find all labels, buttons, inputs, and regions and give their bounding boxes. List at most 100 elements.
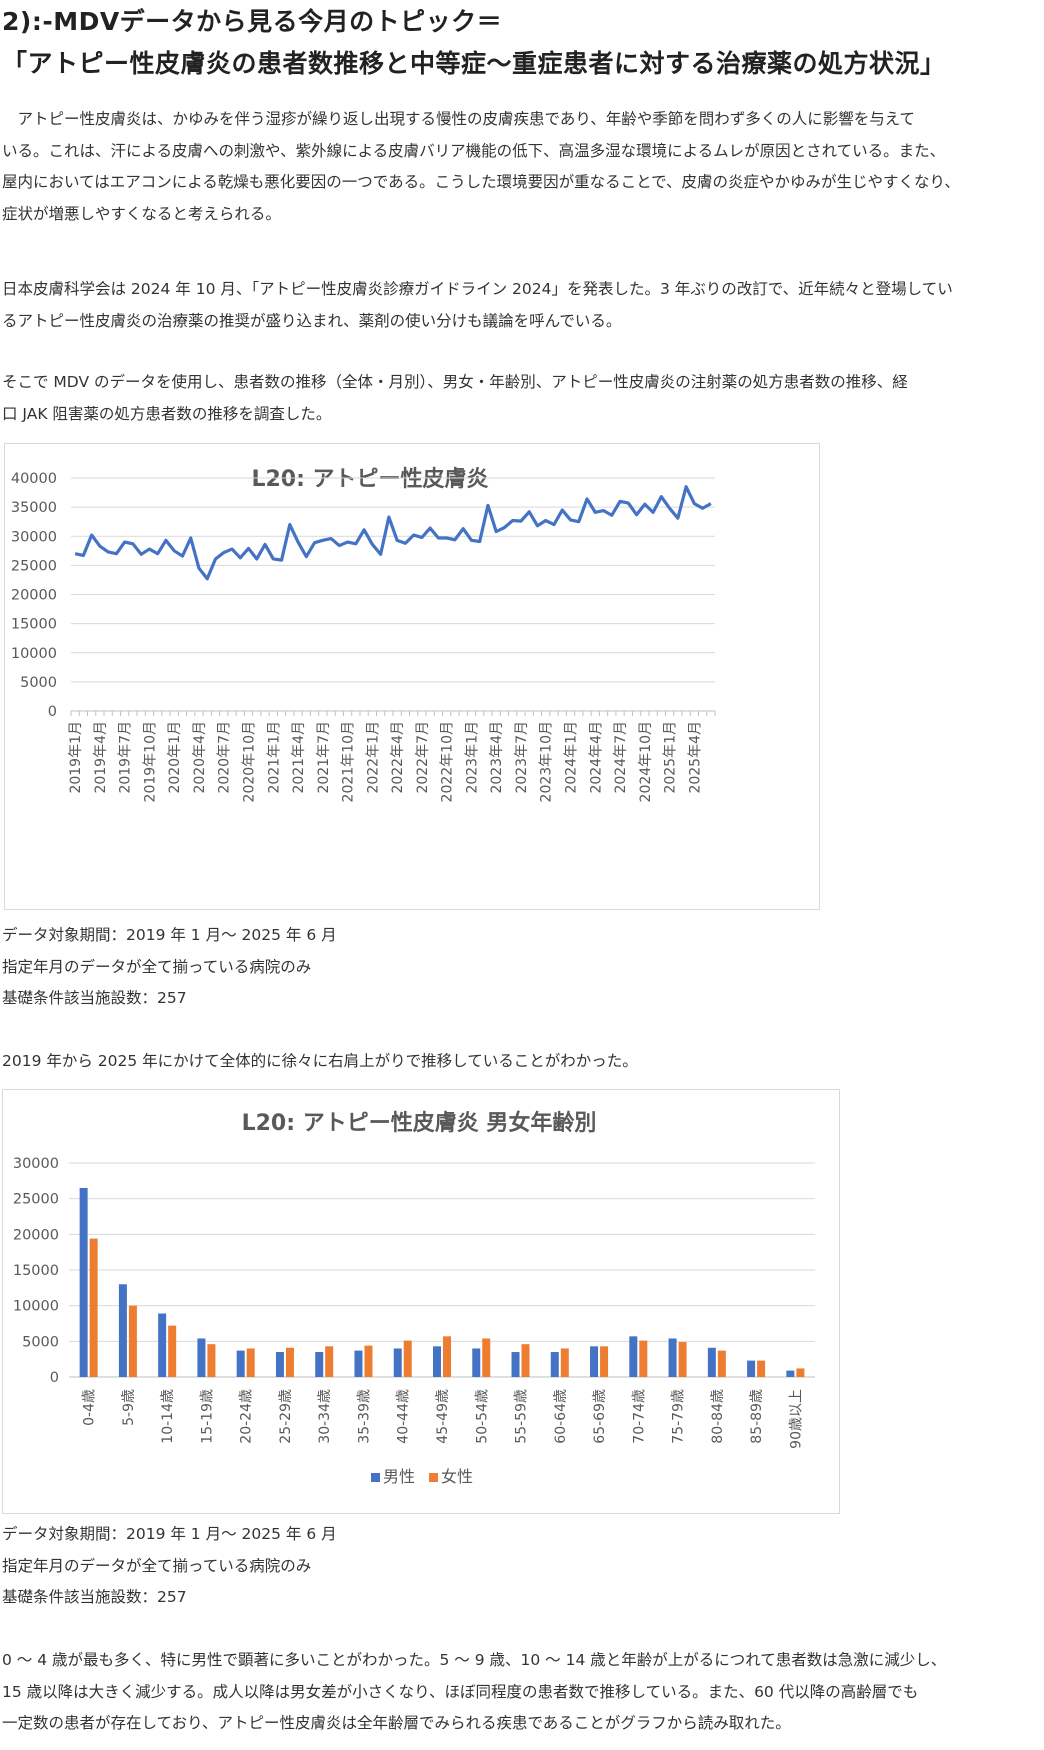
bar (325, 1346, 334, 1377)
data-point (463, 528, 464, 529)
x-tick-label: 65-69歳 (592, 1389, 608, 1444)
data-point (570, 519, 571, 520)
bar (246, 1348, 255, 1377)
data-point (421, 537, 422, 538)
data-point (603, 510, 604, 511)
data-point (132, 543, 133, 544)
intro-line: 日本皮膚科学会は 2024 年 10 月、「アトピー性皮膚炎診療ガイドライン 2… (2, 280, 953, 298)
line-chart: L20: アトピー性皮膚炎 0 5000 10000 15000 20000 25000 30… (11, 466, 716, 802)
intro-line: るアトピー性皮膚炎の治療薬の推奨が盛り込まれ、薬剤の使い分けも議論を呼んでいる。 (2, 311, 622, 330)
data-point (314, 542, 315, 543)
y-tick-label: 40000 (11, 471, 57, 487)
data-point (182, 556, 183, 557)
data-point (232, 549, 233, 550)
x-tick-label: 5-9歳 (121, 1389, 137, 1426)
x-tick-label: 25-29歳 (278, 1389, 294, 1444)
x-tick-label: 2021年10月 (341, 721, 357, 802)
data-point (108, 551, 109, 552)
bar (364, 1345, 373, 1377)
data-point (397, 540, 398, 541)
note-line: 基礎条件該当施設数：257 (2, 989, 187, 1007)
intro-line: 口 JAK 阻害薬の処方患者数の推移を調査した。 (2, 404, 332, 423)
x-tick-label: 2021年7月 (316, 721, 332, 794)
data-point (471, 540, 472, 541)
x-tick-label: 45-49歳 (435, 1389, 451, 1444)
x-tick-label: 2020年7月 (217, 721, 233, 794)
bar (79, 1187, 88, 1377)
y-tick-label: 25000 (11, 558, 57, 574)
x-tick-label: 2022年4月 (390, 721, 406, 794)
data-point (388, 517, 389, 518)
y-tick-label: 15000 (11, 617, 57, 633)
data-point (487, 505, 488, 506)
bar (197, 1338, 206, 1377)
x-tick-label: 85-89歳 (749, 1389, 765, 1444)
data-point (405, 543, 406, 544)
x-tick-label: 2024年1月 (564, 721, 580, 794)
data-point (281, 560, 282, 561)
data-point (91, 535, 92, 536)
x-tick-label: 15-19歳 (199, 1389, 215, 1444)
data-point (355, 543, 356, 544)
note-line: データ対象期間：2019 年 1 月〜 2025 年 6 月 (2, 926, 337, 944)
bar (678, 1342, 687, 1377)
x-tick-label: 2023年1月 (464, 721, 480, 794)
intro-line: アトピー性皮膚炎は、かゆみを伴う湿疹が繰り返し出現する慢性の皮膚疾患であり、年齢… (2, 110, 915, 128)
bar (285, 1347, 294, 1377)
x-tick-label: 2023年10月 (539, 721, 555, 802)
data-point (256, 558, 257, 559)
data-point (273, 558, 274, 559)
data-point (207, 578, 208, 579)
bar (757, 1360, 766, 1377)
y-tick-label: 5000 (20, 675, 57, 691)
data-point (413, 535, 414, 536)
bar (207, 1344, 216, 1377)
x-tick-label: 90歳以上 (788, 1389, 804, 1449)
data-point (99, 546, 100, 547)
data-point (661, 496, 662, 497)
y-tick-label: 25000 (13, 1192, 59, 1208)
bar (668, 1338, 677, 1377)
x-tick-label: 2019年4月 (93, 721, 109, 794)
x-tick-label: 2019年1月 (68, 721, 84, 794)
data-point (554, 524, 555, 525)
y-tick-label: 5000 (22, 1334, 59, 1350)
intro-line: そこで MDV のデータを使用し、患者数の推移（全体・月別）、男女・年齢別、アト… (2, 373, 908, 391)
bar (707, 1347, 716, 1377)
y-tick-label: 15000 (13, 1263, 59, 1279)
data-point (372, 544, 373, 545)
x-tick-label: 2022年10月 (440, 721, 456, 802)
note-line: 指定年月のデータが全て揃っている病院のみ (2, 1556, 312, 1575)
bar (717, 1350, 726, 1377)
data-point (116, 553, 117, 554)
data-point (520, 521, 521, 522)
section-heading-line2: 「アトピー性皮膚炎の患者数推移と中等症〜重症患者に対する治療薬の処方状況」 (2, 49, 946, 78)
data-point (702, 508, 703, 509)
x-tick-label: 2019年10月 (142, 721, 158, 802)
data-point (446, 537, 447, 538)
data-point (248, 548, 249, 549)
bar (275, 1352, 284, 1377)
data-point (628, 503, 629, 504)
data-point (75, 553, 76, 554)
chart-title: L20: アトピー性皮膚炎 (251, 466, 488, 492)
data-point (289, 524, 290, 525)
data-point (595, 512, 596, 513)
data-point (669, 508, 670, 509)
x-tick-label: 2021年4月 (291, 721, 307, 794)
x-tick-label: 2023年4月 (489, 721, 505, 794)
x-tick-label: 2020年1月 (167, 721, 183, 794)
bar (629, 1336, 638, 1377)
intro-paragraph-3: そこで MDV のデータを使用し、患者数の推移（全体・月別）、男女・年齢別、アト… (2, 367, 1040, 430)
data-point (322, 540, 323, 541)
x-tick-label: 2025年4月 (687, 721, 703, 794)
finding-2: 0 〜 4 歳が最も多く、特に男性で顕著に多いことがわかった。5 〜 9 歳、1… (2, 1645, 1040, 1740)
bar (315, 1352, 324, 1377)
data-point (578, 521, 579, 522)
bar-chart: L20: アトピー性皮膚炎 男女年齢別 0 5000 10000 15000 20000 2… (13, 1110, 815, 1486)
data-point (298, 542, 299, 543)
data-point (190, 537, 191, 538)
bar (590, 1346, 599, 1377)
finding-line: 15 歳以降は大きく減少する。成人以降は男女差が小さくなり、ほぼ同程度の患者数で… (2, 1682, 919, 1701)
x-tick-label: 10-14歳 (160, 1389, 176, 1444)
